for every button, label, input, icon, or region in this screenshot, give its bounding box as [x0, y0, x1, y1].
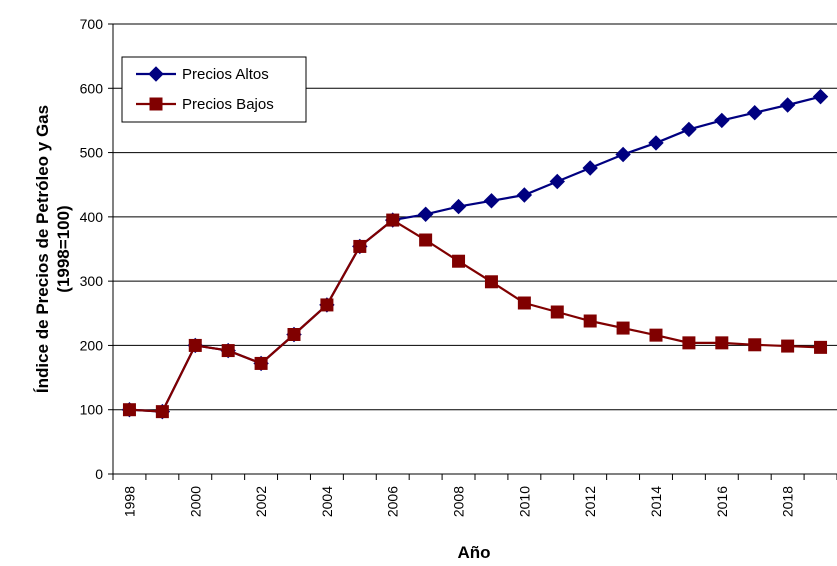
x-tick-label: 2012	[582, 486, 598, 517]
data-point	[714, 112, 730, 129]
data-point	[419, 233, 433, 247]
data-point	[781, 339, 795, 353]
data-point	[583, 314, 597, 328]
data-point	[188, 338, 202, 352]
data-point	[516, 187, 533, 203]
data-point	[450, 198, 467, 215]
y-tick-label: 0	[95, 466, 103, 482]
legend-label: Precios Altos	[182, 66, 269, 83]
x-tick-label: 2016	[714, 486, 730, 517]
x-tick-label: 2014	[648, 486, 664, 517]
data-point	[812, 88, 829, 105]
data-point	[582, 160, 598, 176]
data-point	[649, 328, 663, 342]
data-point	[681, 121, 697, 138]
data-point	[386, 213, 400, 227]
legend: Precios Altos Precios Bajos	[121, 56, 307, 123]
y-tick-label: 600	[80, 80, 104, 96]
data-point	[254, 356, 268, 370]
y-tick-label: 500	[80, 145, 104, 161]
data-point	[155, 405, 169, 419]
data-point	[320, 298, 334, 312]
data-point	[452, 254, 466, 268]
data-point	[648, 135, 664, 151]
y-tick-labels: 0 100 200 300 400 500 600 700	[80, 16, 104, 482]
data-point	[549, 173, 565, 190]
legend-marker	[148, 66, 164, 82]
series-group	[121, 88, 829, 420]
data-point	[353, 239, 367, 253]
y-axis-title-line1: Índice de Precios de Petróleo y Gas	[33, 105, 52, 393]
data-point	[122, 403, 136, 417]
x-tick-label: 2018	[780, 486, 796, 517]
axes	[108, 23, 837, 480]
legend-label: Precios Bajos	[182, 96, 274, 113]
series-precios-altos	[121, 88, 829, 420]
x-tick-label: 2002	[253, 486, 269, 517]
y-tick-label: 400	[80, 209, 104, 225]
y-tick-label: 100	[80, 402, 104, 418]
x-tick-labels: 1998 2000 2002 2004 2006 2008 2010 2012 2014 2016…	[121, 486, 795, 517]
x-tick-label: 2008	[451, 486, 467, 517]
data-point	[287, 328, 301, 341]
y-tick-label: 300	[80, 273, 104, 289]
series-line	[129, 218, 821, 413]
legend-marker	[149, 97, 163, 111]
data-point	[615, 146, 631, 163]
data-point	[747, 105, 763, 121]
data-point	[484, 275, 498, 289]
series-precios-bajos	[122, 213, 828, 419]
legend-box	[121, 56, 307, 123]
y-tick-label: 700	[80, 16, 104, 32]
data-point	[779, 97, 796, 113]
data-point	[417, 206, 434, 222]
x-tick-label: 1998	[121, 486, 137, 517]
data-point	[682, 336, 696, 350]
y-axis-title-line2: (1998=100)	[54, 205, 73, 292]
x-tick-label: 2000	[187, 486, 203, 517]
data-point	[748, 338, 762, 352]
data-point	[550, 305, 564, 319]
data-point	[517, 296, 531, 310]
x-axis-title: Año	[457, 543, 490, 562]
series-line	[129, 95, 821, 413]
x-tick-label: 2010	[516, 486, 532, 517]
data-point	[715, 336, 729, 350]
data-point	[221, 344, 235, 358]
data-point	[814, 340, 828, 354]
y-tick-label: 200	[80, 337, 104, 353]
data-point	[616, 321, 630, 335]
x-tick-label: 2004	[319, 486, 335, 517]
x-tick-label: 2006	[385, 486, 401, 517]
data-point	[483, 193, 500, 209]
